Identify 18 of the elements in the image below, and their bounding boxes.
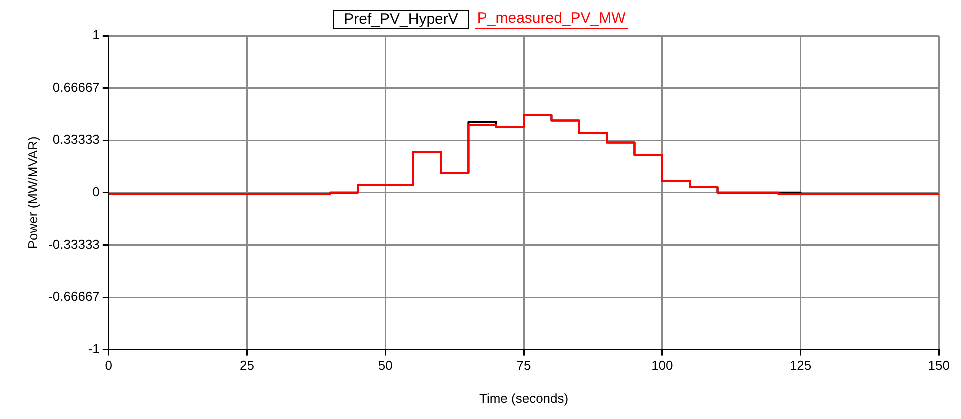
x-tick-label: 25 [240,358,255,374]
y-tick-label: -0.66667 [48,289,100,304]
x-tick-label: 100 [652,358,674,374]
y-tick-label: 1 [92,28,100,43]
y-axis-title: Power (MW/MVAR) [25,136,40,250]
y-tick-label: 0 [92,184,100,200]
x-tick-label: 125 [790,358,812,374]
text: Pref_PV_HyperV [333,10,470,29]
y-tick-label: 0.66667 [52,80,100,95]
y-tick-label: 0.33333 [52,132,100,148]
x-tick-label: 50 [378,358,393,374]
y-tick-label: -1 [88,341,100,356]
text: P_measured_PV_MW [475,10,628,29]
y-tick-label: -0.33333 [48,236,100,252]
x-tick-label: 75 [516,358,532,374]
x-tick-label: 0 [105,358,113,374]
x-axis-title: Time (seconds) [479,390,569,406]
x-tick-label: 150 [928,358,950,374]
